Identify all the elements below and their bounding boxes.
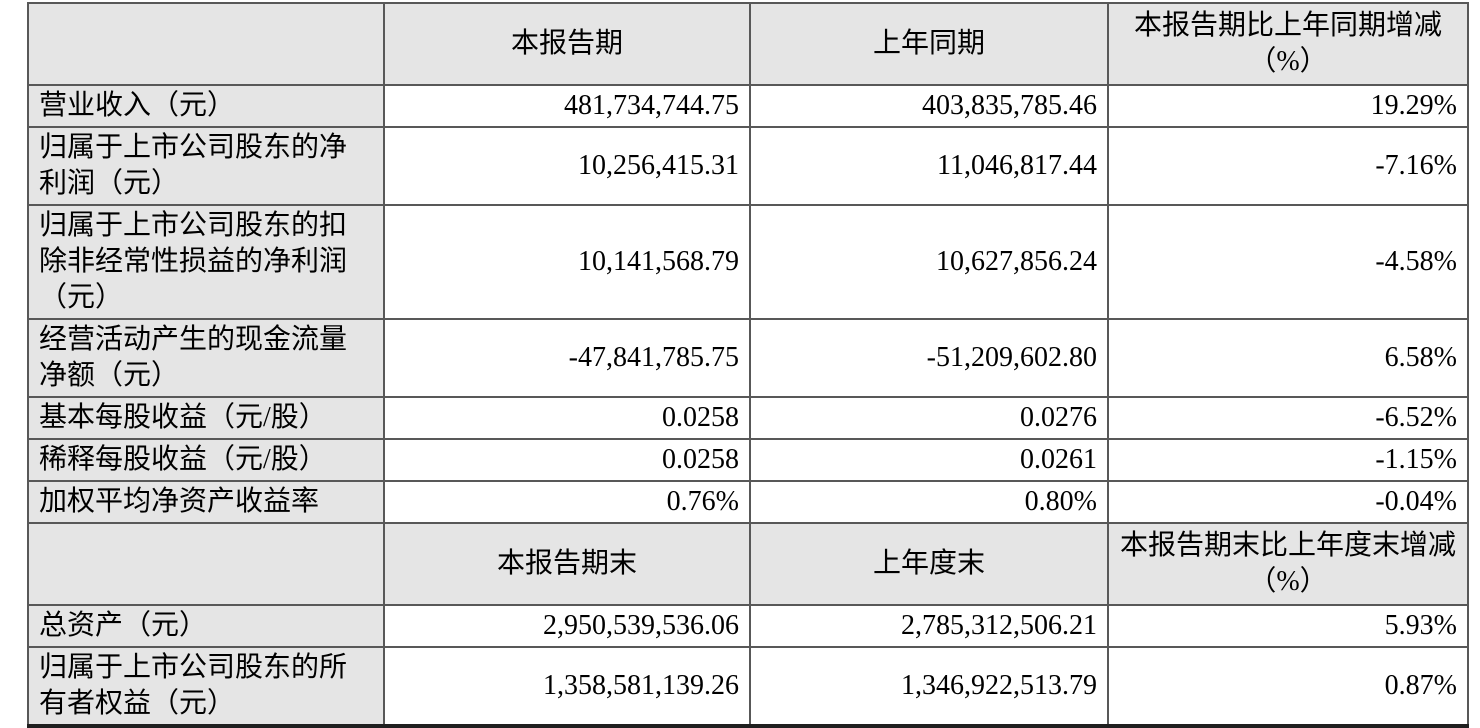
metric-label: 总资产（元） (27, 604, 385, 648)
empty-corner-cell (27, 522, 385, 606)
value-change: 19.29% (1107, 84, 1469, 128)
value-current-period: -47,841,785.75 (383, 318, 751, 398)
value-change: 5.93% (1107, 604, 1469, 648)
value-prior-period: 2,785,312,506.21 (749, 604, 1109, 648)
table-row-equity-attributable: 归属于上市公司股东的所有者权益（元） 1,358,581,139.26 1,34… (27, 646, 1469, 727)
metric-label: 经营活动产生的现金流量净额（元） (27, 318, 385, 398)
col-header-end-change: 本报告期末比上年度末增减 （%） (1107, 522, 1469, 606)
col-header-period-change-line2: （%） (1248, 46, 1328, 77)
value-prior-period: 1,346,922,513.79 (749, 646, 1109, 727)
metric-label: 加权平均净资产收益率 (27, 480, 385, 524)
value-change: -7.16% (1107, 126, 1469, 206)
section2-header-row: 本报告期末 上年度末 本报告期末比上年度末增减 （%） (27, 522, 1469, 606)
table-row-total-assets: 总资产（元） 2,950,539,536.06 2,785,312,506.21… (27, 604, 1469, 648)
value-prior-period: -51,209,602.80 (749, 318, 1109, 398)
value-current-period: 481,734,744.75 (383, 84, 751, 128)
col-header-end-change-line1: 本报告期末比上年度末增减 (1119, 530, 1456, 561)
empty-corner-cell (27, 2, 385, 86)
value-prior-period: 0.80% (749, 480, 1109, 524)
table-row-operating-revenue: 营业收入（元） 481,734,744.75 403,835,785.46 19… (27, 84, 1469, 128)
value-prior-period: 0.0261 (749, 438, 1109, 482)
value-current-period: 0.76% (383, 480, 751, 524)
table-row-diluted-eps: 稀释每股收益（元/股） 0.0258 0.0261 -1.15% (27, 438, 1469, 482)
col-header-prior-period: 上年同期 (749, 2, 1109, 86)
value-current-period: 2,950,539,536.06 (383, 604, 751, 648)
metric-label: 归属于上市公司股东的扣除非经常性损益的净利润（元） (27, 204, 385, 320)
metric-label: 基本每股收益（元/股） (27, 396, 385, 440)
value-prior-period: 11,046,817.44 (749, 126, 1109, 206)
table-row-net-profit-excl-nonrecurring: 归属于上市公司股东的扣除非经常性损益的净利润（元） 10,141,568.79 … (27, 204, 1469, 320)
table-row-operating-cash-flow: 经营活动产生的现金流量净额（元） -47,841,785.75 -51,209,… (27, 318, 1469, 398)
value-current-period: 0.0258 (383, 396, 751, 440)
col-header-end-change-line2: （%） (1248, 566, 1328, 597)
value-current-period: 0.0258 (383, 438, 751, 482)
table-row-basic-eps: 基本每股收益（元/股） 0.0258 0.0276 -6.52% (27, 396, 1469, 440)
value-prior-period: 10,627,856.24 (749, 204, 1109, 320)
value-change: -1.15% (1107, 438, 1469, 482)
key-accounting-data-table: 本报告期 上年同期 本报告期比上年同期增减 （%） 营业收入（元） 481,73… (27, 2, 1469, 728)
metric-label: 稀释每股收益（元/股） (27, 438, 385, 482)
metric-label: 归属于上市公司股东的净利润（元） (27, 126, 385, 206)
value-prior-period: 0.0276 (749, 396, 1109, 440)
value-change: -4.58% (1107, 204, 1469, 320)
section1-header-row: 本报告期 上年同期 本报告期比上年同期增减 （%） (27, 2, 1469, 86)
col-header-end-of-prior-year: 上年度末 (749, 522, 1109, 606)
value-current-period: 1,358,581,139.26 (383, 646, 751, 727)
col-header-period-change: 本报告期比上年同期增减 （%） (1107, 2, 1469, 86)
value-current-period: 10,141,568.79 (383, 204, 751, 320)
value-change: 6.58% (1107, 318, 1469, 398)
value-current-period: 10,256,415.31 (383, 126, 751, 206)
report-page: 本报告期 上年同期 本报告期比上年同期增减 （%） 营业收入（元） 481,73… (27, 2, 1469, 728)
col-header-end-of-period: 本报告期末 (383, 522, 751, 606)
value-change: 0.87% (1107, 646, 1469, 727)
metric-label: 归属于上市公司股东的所有者权益（元） (27, 646, 385, 727)
table-row-weighted-avg-roe: 加权平均净资产收益率 0.76% 0.80% -0.04% (27, 480, 1469, 524)
col-header-period-change-line1: 本报告期比上年同期增减 (1133, 10, 1442, 41)
metric-label: 营业收入（元） (27, 84, 385, 128)
col-header-current-period: 本报告期 (383, 2, 751, 86)
value-prior-period: 403,835,785.46 (749, 84, 1109, 128)
value-change: -0.04% (1107, 480, 1469, 524)
value-change: -6.52% (1107, 396, 1469, 440)
table-row-net-profit-attributable: 归属于上市公司股东的净利润（元） 10,256,415.31 11,046,81… (27, 126, 1469, 206)
